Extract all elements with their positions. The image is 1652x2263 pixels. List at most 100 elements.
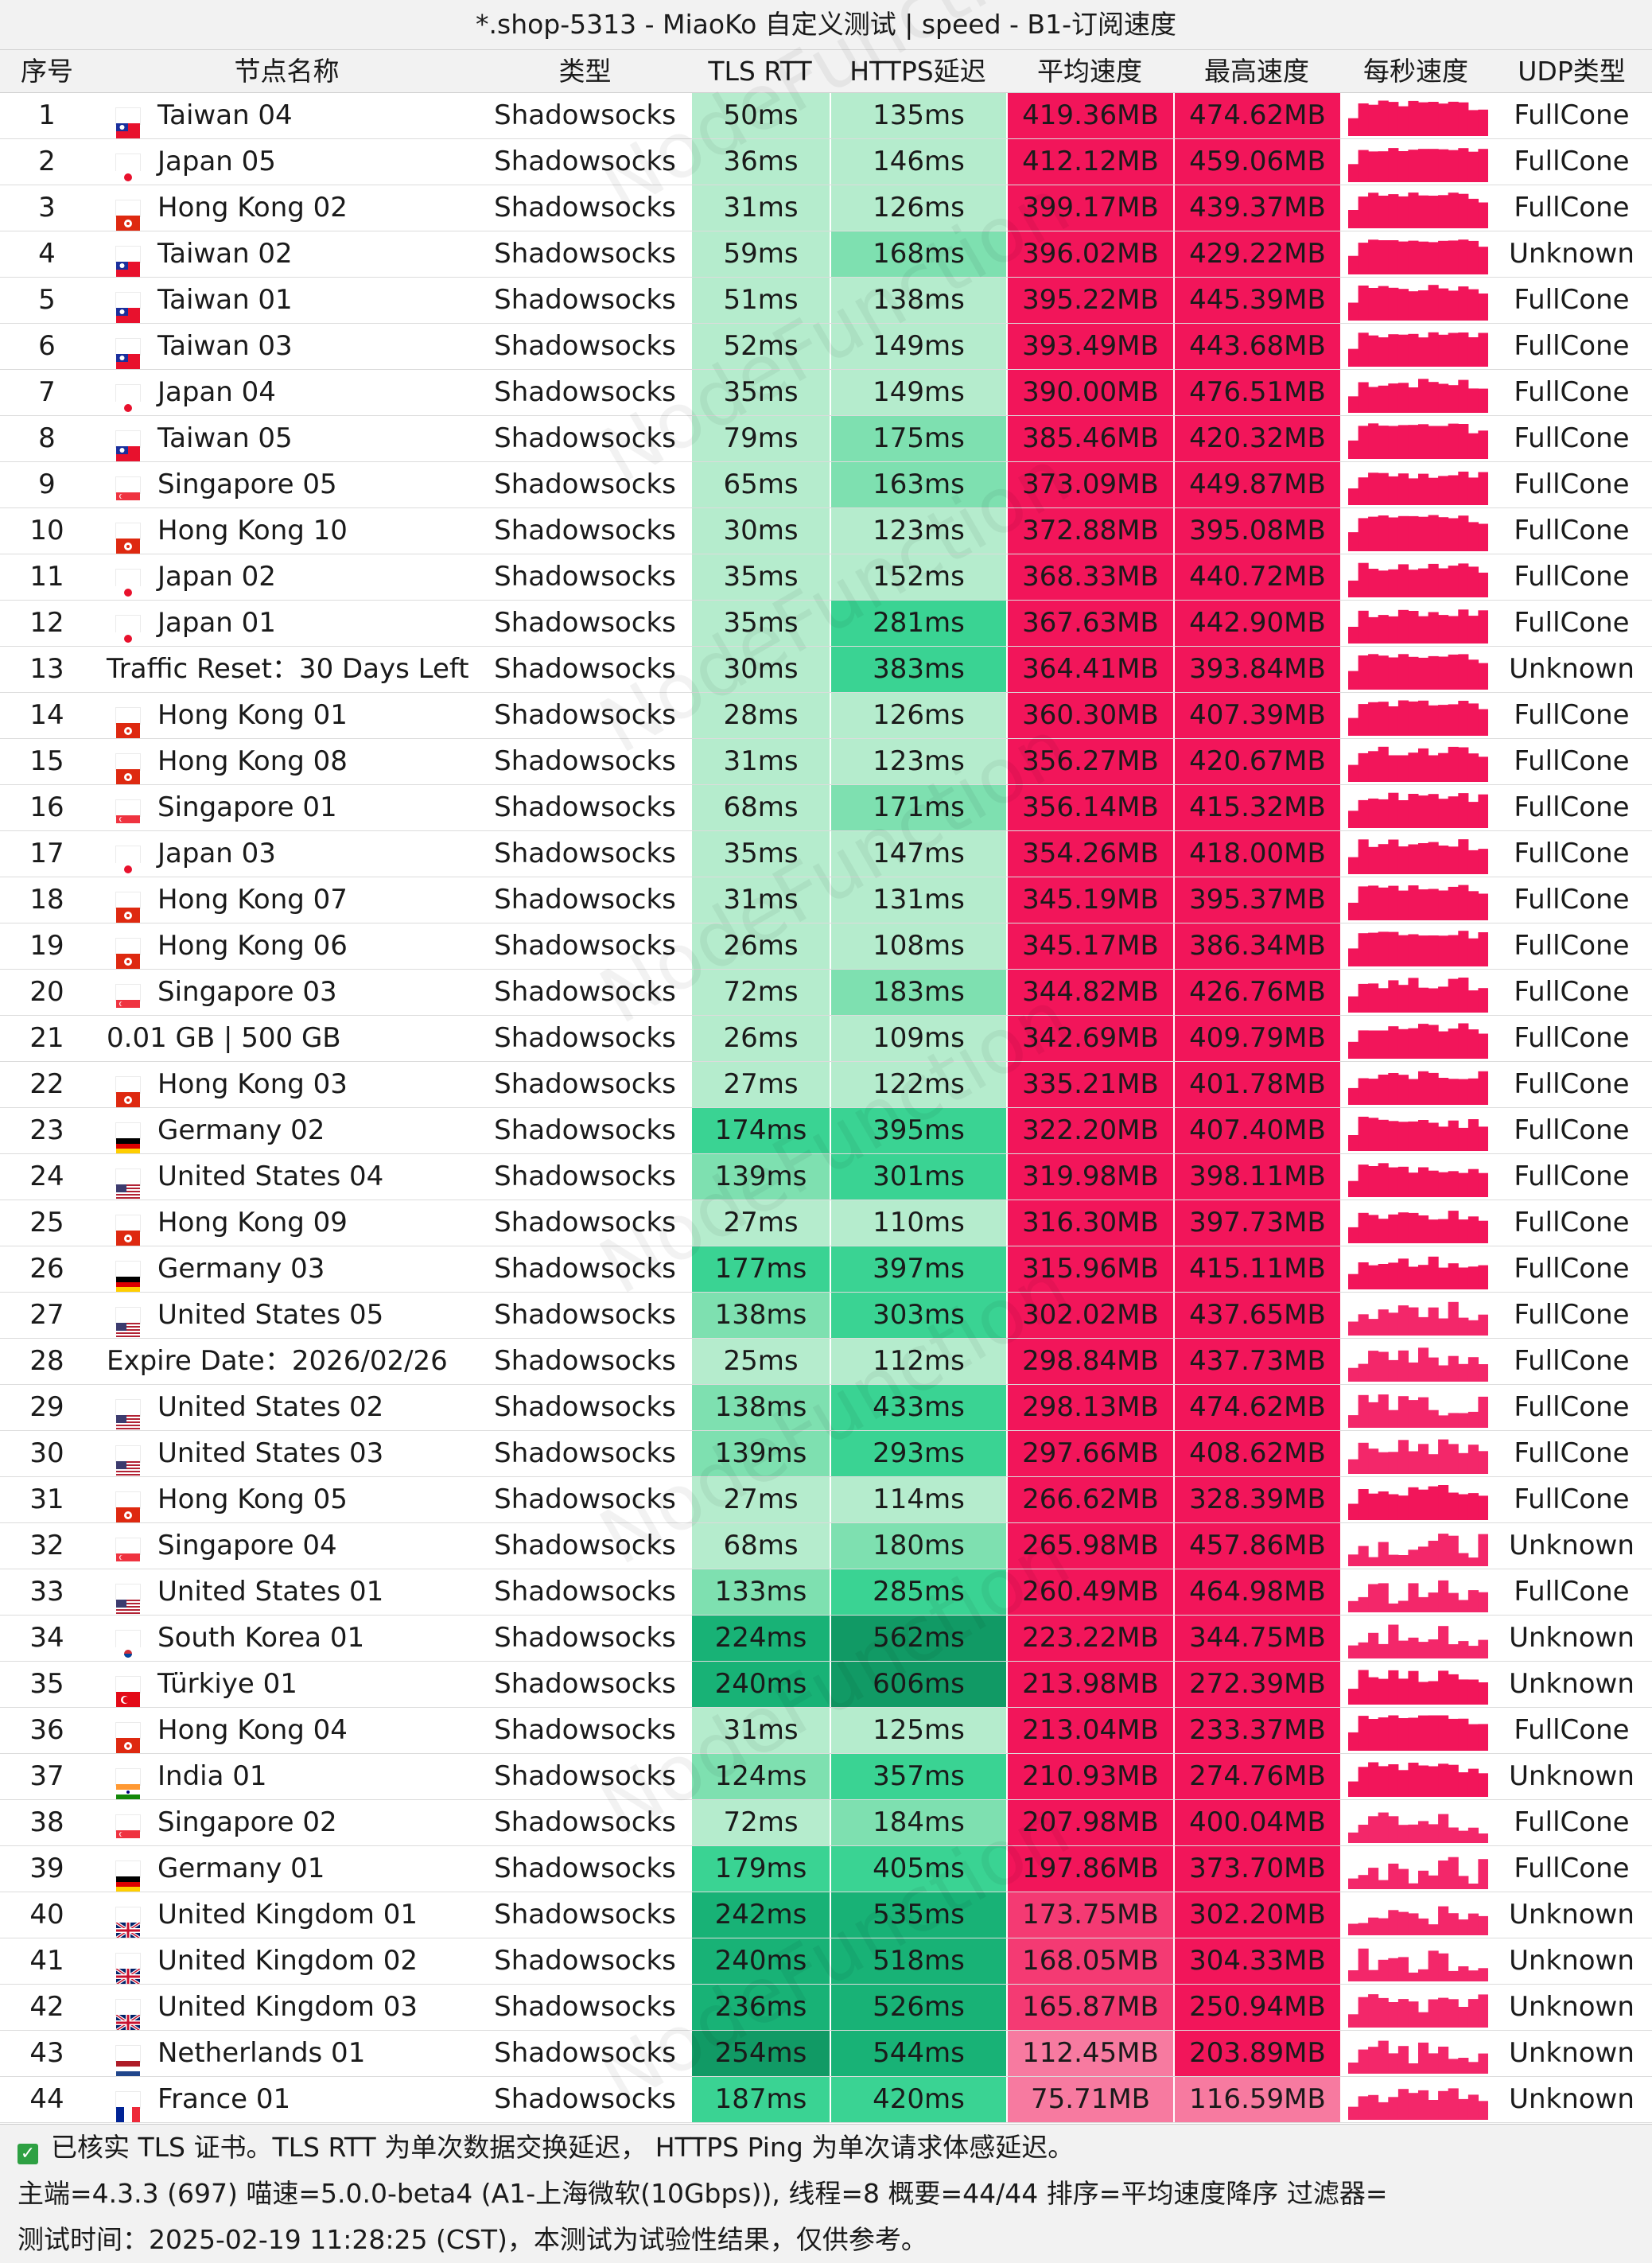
table-row[interactable]: 21 0.01 GB | 500 GB Shadowsocks 26ms 109ms 34…: [0, 1016, 1652, 1062]
udp-type: FullCone: [1514, 1022, 1630, 1054]
table-row[interactable]: 23 Germany 02 Shadowsocks 174ms 395ms 322.20M…: [0, 1108, 1652, 1154]
table-row[interactable]: 11 Japan 02 Shadowsocks 35ms 152ms 368.33MB 44…: [0, 554, 1652, 601]
per-second-bar: [1408, 240, 1419, 274]
per-second-bar: [1388, 1624, 1399, 1658]
node-name-cell: Hong Kong 10: [94, 508, 480, 554]
table-row[interactable]: 10 Hong Kong 10 Shadowsocks 30ms 123ms 372.88…: [0, 508, 1652, 554]
table-row[interactable]: 34 South Korea 01 Shadowsocks 224ms 562ms 223…: [0, 1616, 1652, 1662]
max-speed: 464.98MB: [1173, 1569, 1340, 1615]
table-row[interactable]: 9 Singapore 05 Shadowsocks 65ms 163ms 373.09M…: [0, 462, 1652, 508]
table-row[interactable]: 26 Germany 03 Shadowsocks 177ms 397ms 315.96M…: [0, 1246, 1652, 1293]
header-https-latency[interactable]: HTTPS延迟: [849, 56, 986, 87]
per-second-bar: [1358, 1923, 1369, 1935]
table-row[interactable]: 22 Hong Kong 03 Shadowsocks 27ms 122ms 335.21…: [0, 1062, 1652, 1108]
max-speed: 398.11MB: [1173, 1154, 1340, 1200]
per-second-bar: [1478, 988, 1488, 1013]
table-row[interactable]: 14 Hong Kong 01 Shadowsocks 28ms 126ms 360.30…: [0, 693, 1652, 739]
table-row[interactable]: 25 Hong Kong 09 Shadowsocks 27ms 110ms 316.30…: [0, 1200, 1652, 1246]
https-latency: 135ms: [830, 93, 1006, 138]
table-row[interactable]: 41 United Kingdom 02 Shadowsocks 240ms 518ms…: [0, 1938, 1652, 1985]
per-second-bar: [1438, 1439, 1449, 1474]
table-row[interactable]: 38 Singapore 02 Shadowsocks 72ms 184ms 207.98…: [0, 1800, 1652, 1846]
table-row[interactable]: 13 Traffic Reset：30 Days Left Shadowsocks 3…: [0, 647, 1652, 693]
table-row[interactable]: 39 Germany 01 Shadowsocks 179ms 405ms 197.86M…: [0, 1846, 1652, 1892]
table-row[interactable]: 36 Hong Kong 04 Shadowsocks 31ms 125ms 213.04…: [0, 1708, 1652, 1754]
per-second-bar: [1478, 1071, 1488, 1105]
table-row[interactable]: 27 United States 05 Shadowsocks 138ms 303ms 3…: [0, 1293, 1652, 1339]
table-row[interactable]: 19 Hong Kong 06 Shadowsocks 26ms 108ms 345.17…: [0, 923, 1652, 970]
per-second-bar: [1408, 333, 1419, 367]
table-row[interactable]: 42 United Kingdom 03 Shadowsocks 236ms 526ms…: [0, 1985, 1652, 2031]
per-second-speed-graph: [1340, 923, 1491, 969]
table-row[interactable]: 5 Taiwan 01 Shadowsocks 51ms 138ms 395.22MB 44…: [0, 278, 1652, 324]
table-row[interactable]: 6 Taiwan 03 Shadowsocks 52ms 149ms 393.49MB 44…: [0, 324, 1652, 370]
per-second-bar: [1408, 934, 1419, 966]
header-max-speed[interactable]: 最高速度: [1204, 56, 1309, 87]
table-row[interactable]: 31 Hong Kong 05 Shadowsocks 27ms 114ms 266.62…: [0, 1477, 1652, 1523]
header-per-second[interactable]: 每秒速度: [1363, 56, 1468, 87]
table-row[interactable]: 7 Japan 04 Shadowsocks 35ms 149ms 390.00MB 476…: [0, 370, 1652, 416]
per-second-bar: [1388, 1262, 1399, 1289]
per-second-bar: [1408, 570, 1419, 597]
table-row[interactable]: 1 Taiwan 04 Shadowsocks 50ms 135ms 419.36MB 47…: [0, 93, 1652, 139]
per-second-bar: [1478, 893, 1488, 920]
table-row[interactable]: 20 Singapore 03 Shadowsocks 72ms 183ms 344.82…: [0, 970, 1652, 1016]
per-second-bar: [1378, 1583, 1389, 1612]
table-row[interactable]: 4 Taiwan 02 Shadowsocks 59ms 168ms 396.02MB 42…: [0, 231, 1652, 278]
tls-rtt: 68ms: [690, 1523, 830, 1569]
table-row[interactable]: 17 Japan 03 Shadowsocks 35ms 147ms 354.26MB 41…: [0, 831, 1652, 877]
header-avg-speed[interactable]: 平均速度: [1037, 56, 1142, 87]
per-second-bar: [1458, 1079, 1469, 1105]
per-second-bar: [1448, 1857, 1459, 1889]
header-udp-type[interactable]: UDP类型: [1518, 56, 1626, 87]
avg-speed: 297.66MB: [1006, 1431, 1173, 1476]
max-speed: 250.94MB: [1173, 1985, 1340, 2030]
gb-flag-icon: [115, 2000, 142, 2030]
avg-speed: 356.27MB: [1006, 739, 1173, 784]
per-second-bar: [1397, 846, 1409, 874]
table-row[interactable]: 8 Taiwan 05 Shadowsocks 79ms 175ms 385.46MB 42…: [0, 416, 1652, 462]
table-row[interactable]: 37 India 01 Shadowsocks 124ms 357ms 210.93MB 2…: [0, 1754, 1652, 1800]
table-row[interactable]: 16 Singapore 01 Shadowsocks 68ms 171ms 356.14…: [0, 785, 1652, 831]
per-second-bar: [1348, 302, 1359, 321]
table-row[interactable]: 24 United States 04 Shadowsocks 139ms 301ms 3…: [0, 1154, 1652, 1200]
table-row[interactable]: 29 United States 02 Shadowsocks 138ms 433ms 2…: [0, 1385, 1652, 1431]
per-second-bar: [1397, 383, 1409, 413]
per-second-bar: [1388, 1554, 1399, 1566]
table-row[interactable]: 44 France 01 Shadowsocks 187ms 420ms 75.71MB 1…: [0, 2077, 1652, 2123]
per-second-bar: [1358, 752, 1369, 782]
per-second-bar: [1418, 1215, 1429, 1243]
per-second-bar: [1348, 1554, 1359, 1566]
table-row[interactable]: 12 Japan 01 Shadowsocks 35ms 281ms 367.63MB 44…: [0, 601, 1652, 647]
table-row[interactable]: 2 Japan 05 Shadowsocks 36ms 146ms 412.12MB 459…: [0, 139, 1652, 185]
tls-rtt: 177ms: [690, 1246, 830, 1292]
header-tls-rtt[interactable]: TLS RTT: [708, 56, 812, 87]
per-second-bar: [1358, 103, 1369, 136]
table-row[interactable]: 32 Singapore 04 Shadowsocks 68ms 180ms 265.98…: [0, 1523, 1652, 1569]
in-flag-icon: [116, 1769, 140, 1799]
per-second-bar: [1388, 1715, 1399, 1751]
per-second-bar: [1388, 980, 1399, 1013]
per-second-bar: [1368, 1762, 1379, 1797]
table-row[interactable]: 40 United Kingdom 01 Shadowsocks 242ms 535ms…: [0, 1892, 1652, 1938]
table-row[interactable]: 33 United States 01 Shadowsocks 133ms 285ms 2…: [0, 1569, 1652, 1616]
header-no[interactable]: 序号: [21, 56, 73, 87]
node-type: Shadowsocks: [494, 1714, 676, 1746]
udp-type: FullCone: [1514, 1576, 1630, 1608]
table-row[interactable]: 3 Hong Kong 02 Shadowsocks 31ms 126ms 399.17M…: [0, 185, 1652, 231]
max-speed: 445.39MB: [1173, 278, 1340, 323]
per-second-bar: [1448, 1079, 1459, 1105]
table-row[interactable]: 30 United States 03 Shadowsocks 139ms 293ms 2…: [0, 1431, 1652, 1477]
node-name-cell: Japan 04: [94, 370, 480, 415]
per-second-bar: [1397, 289, 1409, 321]
table-row[interactable]: 43 Netherlands 01 Shadowsocks 254ms 544ms 112…: [0, 2031, 1652, 2077]
table-row[interactable]: 18 Hong Kong 07 Shadowsocks 31ms 131ms 345.19…: [0, 877, 1652, 923]
table-row[interactable]: 35 Türkiye 01 Shadowsocks 240ms 606ms 213.98M…: [0, 1662, 1652, 1708]
table-row[interactable]: 28 Expire Date：2026/02/26 Shadowsocks 25ms 1…: [0, 1339, 1652, 1385]
table-row[interactable]: 15 Hong Kong 08 Shadowsocks 31ms 123ms 356.27…: [0, 739, 1652, 785]
header-type[interactable]: 类型: [558, 56, 612, 87]
per-second-bar: [1458, 148, 1469, 182]
per-second-bar: [1368, 1079, 1379, 1105]
max-speed: 442.90MB: [1173, 601, 1340, 646]
header-name[interactable]: 节点名称: [234, 56, 340, 87]
